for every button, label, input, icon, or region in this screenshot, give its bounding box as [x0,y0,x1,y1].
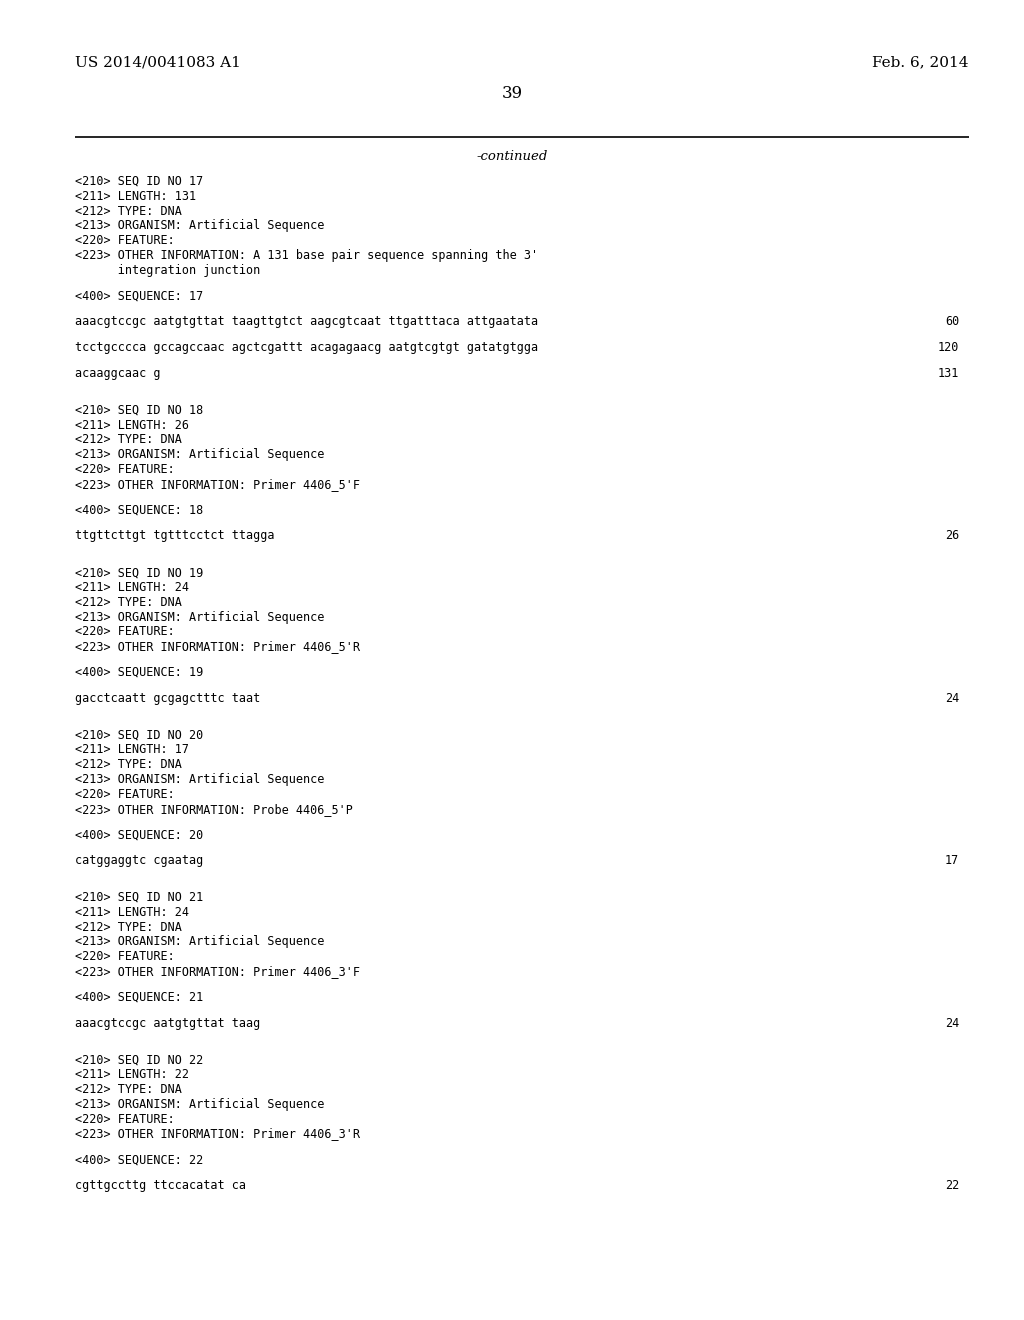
Text: cgttgccttg ttccacatat ca: cgttgccttg ttccacatat ca [75,1179,246,1192]
Text: <400> SEQUENCE: 18: <400> SEQUENCE: 18 [75,504,203,516]
Text: <211> LENGTH: 26: <211> LENGTH: 26 [75,418,189,432]
Text: <223> OTHER INFORMATION: A 131 base pair sequence spanning the 3': <223> OTHER INFORMATION: A 131 base pair… [75,249,539,261]
Text: <213> ORGANISM: Artificial Sequence: <213> ORGANISM: Artificial Sequence [75,1098,325,1111]
Text: aaacgtccgc aatgtgttat taag: aaacgtccgc aatgtgttat taag [75,1016,260,1030]
Text: 60: 60 [945,315,959,329]
Text: <220> FEATURE:: <220> FEATURE: [75,950,175,964]
Text: <211> LENGTH: 131: <211> LENGTH: 131 [75,190,197,203]
Text: acaaggcaac g: acaaggcaac g [75,367,161,380]
Text: <223> OTHER INFORMATION: Primer 4406_5'R: <223> OTHER INFORMATION: Primer 4406_5'R [75,640,360,653]
Text: 24: 24 [945,1016,959,1030]
Text: <211> LENGTH: 24: <211> LENGTH: 24 [75,906,189,919]
Text: <400> SEQUENCE: 22: <400> SEQUENCE: 22 [75,1154,203,1166]
Text: Feb. 6, 2014: Feb. 6, 2014 [872,55,969,69]
Text: 131: 131 [938,367,959,380]
Text: catggaggtc cgaatag: catggaggtc cgaatag [75,854,203,867]
Text: <213> ORGANISM: Artificial Sequence: <213> ORGANISM: Artificial Sequence [75,449,325,461]
Text: <220> FEATURE:: <220> FEATURE: [75,788,175,801]
Text: tcctgcccca gccagccaac agctcgattt acagagaacg aatgtcgtgt gatatgtgga: tcctgcccca gccagccaac agctcgattt acagaga… [75,341,539,354]
Text: <213> ORGANISM: Artificial Sequence: <213> ORGANISM: Artificial Sequence [75,611,325,623]
Text: <210> SEQ ID NO 21: <210> SEQ ID NO 21 [75,891,203,904]
Text: <210> SEQ ID NO 22: <210> SEQ ID NO 22 [75,1053,203,1067]
Text: <210> SEQ ID NO 19: <210> SEQ ID NO 19 [75,566,203,579]
Text: <220> FEATURE:: <220> FEATURE: [75,1113,175,1126]
Text: <213> ORGANISM: Artificial Sequence: <213> ORGANISM: Artificial Sequence [75,219,325,232]
Text: <223> OTHER INFORMATION: Primer 4406_3'F: <223> OTHER INFORMATION: Primer 4406_3'F [75,965,360,978]
Text: <211> LENGTH: 22: <211> LENGTH: 22 [75,1068,189,1081]
Text: <210> SEQ ID NO 18: <210> SEQ ID NO 18 [75,404,203,417]
Text: <212> TYPE: DNA: <212> TYPE: DNA [75,205,182,218]
Text: 24: 24 [945,692,959,705]
Text: 39: 39 [502,84,522,102]
Text: gacctcaatt gcgagctttc taat: gacctcaatt gcgagctttc taat [75,692,260,705]
Text: <212> TYPE: DNA: <212> TYPE: DNA [75,595,182,609]
Text: <213> ORGANISM: Artificial Sequence: <213> ORGANISM: Artificial Sequence [75,774,325,785]
Text: 120: 120 [938,341,959,354]
Text: <400> SEQUENCE: 19: <400> SEQUENCE: 19 [75,667,203,678]
Text: <223> OTHER INFORMATION: Primer 4406_5'F: <223> OTHER INFORMATION: Primer 4406_5'F [75,478,360,491]
Text: <220> FEATURE:: <220> FEATURE: [75,234,175,247]
Text: US 2014/0041083 A1: US 2014/0041083 A1 [75,55,241,69]
Text: <212> TYPE: DNA: <212> TYPE: DNA [75,1082,182,1096]
Text: 26: 26 [945,529,959,543]
Text: <210> SEQ ID NO 20: <210> SEQ ID NO 20 [75,729,203,742]
Text: <212> TYPE: DNA: <212> TYPE: DNA [75,433,182,446]
Text: <400> SEQUENCE: 17: <400> SEQUENCE: 17 [75,289,203,302]
Text: <223> OTHER INFORMATION: Probe 4406_5'P: <223> OTHER INFORMATION: Probe 4406_5'P [75,803,353,816]
Text: <220> FEATURE:: <220> FEATURE: [75,626,175,639]
Text: <223> OTHER INFORMATION: Primer 4406_3'R: <223> OTHER INFORMATION: Primer 4406_3'R [75,1127,360,1140]
Text: <212> TYPE: DNA: <212> TYPE: DNA [75,758,182,771]
Text: ttgttcttgt tgtttcctct ttagga: ttgttcttgt tgtttcctct ttagga [75,529,274,543]
Text: <210> SEQ ID NO 17: <210> SEQ ID NO 17 [75,176,203,187]
Text: <211> LENGTH: 17: <211> LENGTH: 17 [75,743,189,756]
Text: integration junction: integration junction [75,264,260,277]
Text: aaacgtccgc aatgtgttat taagttgtct aagcgtcaat ttgatttaca attgaatata: aaacgtccgc aatgtgttat taagttgtct aagcgtc… [75,315,539,329]
Text: <211> LENGTH: 24: <211> LENGTH: 24 [75,581,189,594]
Text: 22: 22 [945,1179,959,1192]
Text: <213> ORGANISM: Artificial Sequence: <213> ORGANISM: Artificial Sequence [75,936,325,948]
Text: <400> SEQUENCE: 21: <400> SEQUENCE: 21 [75,991,203,1003]
Text: <212> TYPE: DNA: <212> TYPE: DNA [75,920,182,933]
Text: -continued: -continued [476,150,548,162]
Text: <220> FEATURE:: <220> FEATURE: [75,463,175,477]
Text: 17: 17 [945,854,959,867]
Text: <400> SEQUENCE: 20: <400> SEQUENCE: 20 [75,829,203,841]
